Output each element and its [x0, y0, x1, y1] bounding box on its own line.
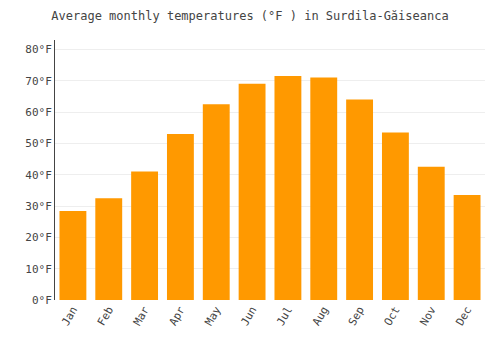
svg-text:30°F: 30°F: [25, 200, 52, 213]
svg-text:Sep: Sep: [346, 304, 367, 328]
svg-text:80°F: 80°F: [25, 43, 52, 56]
svg-text:Jul: Jul: [274, 304, 295, 328]
svg-text:Aug: Aug: [310, 304, 331, 328]
svg-text:20°F: 20°F: [25, 231, 52, 244]
svg-text:50°F: 50°F: [25, 137, 52, 150]
svg-text:Dec: Dec: [453, 304, 474, 328]
svg-text:Mar: Mar: [131, 304, 152, 328]
svg-text:Nov: Nov: [417, 304, 438, 328]
svg-text:Oct: Oct: [382, 304, 403, 328]
svg-text:60°F: 60°F: [25, 106, 52, 119]
svg-text:40°F: 40°F: [25, 169, 52, 182]
svg-text:Jun: Jun: [238, 304, 259, 328]
svg-text:Feb: Feb: [95, 304, 116, 328]
svg-text:Average monthly temperatures (: Average monthly temperatures (°F ) in Su…: [51, 9, 448, 23]
svg-text:0°F: 0°F: [32, 294, 52, 307]
svg-text:Jan: Jan: [59, 304, 80, 328]
svg-text:70°F: 70°F: [25, 75, 52, 88]
svg-text:Apr: Apr: [167, 304, 188, 328]
svg-text:10°F: 10°F: [25, 263, 52, 276]
svg-text:May: May: [202, 304, 223, 328]
